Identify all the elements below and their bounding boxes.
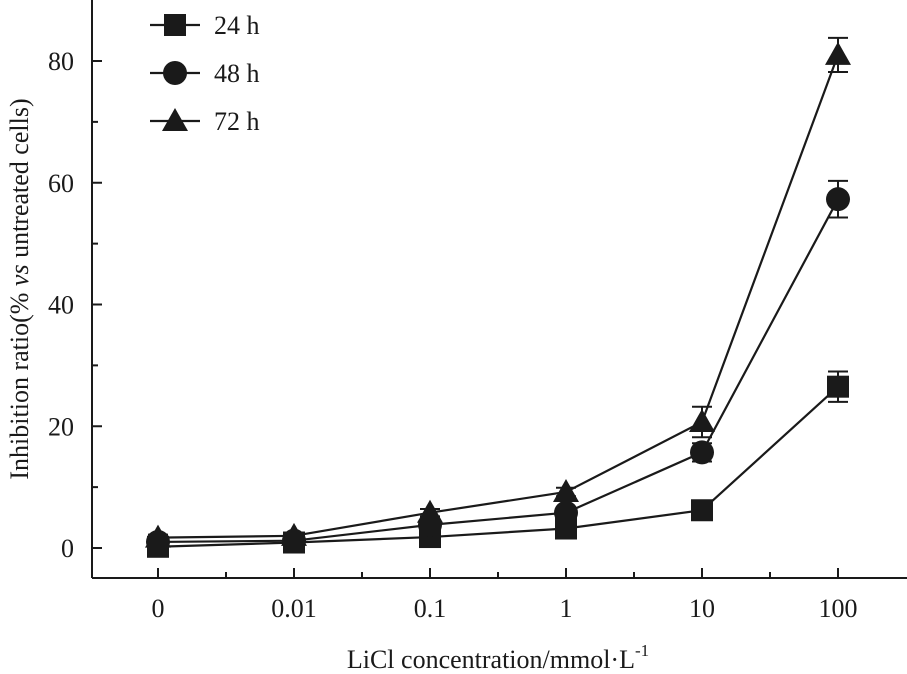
legend-label: 24 h xyxy=(214,11,260,40)
data-point xyxy=(553,478,579,502)
data-point xyxy=(417,499,443,523)
legend-item: 72 h xyxy=(150,107,260,136)
data-point xyxy=(690,440,714,465)
series-72h xyxy=(145,36,851,548)
data-point xyxy=(281,522,307,546)
series-48h xyxy=(146,179,850,554)
axes xyxy=(91,0,907,579)
legend-marker xyxy=(164,14,186,36)
legend-item: 24 h xyxy=(150,11,260,40)
y-tick-label: 60 xyxy=(48,169,74,198)
x-ticks: 0 0.01 0.1 1 10 100 xyxy=(152,568,858,623)
legend-item: 48 h xyxy=(150,59,260,88)
data-point xyxy=(691,499,713,522)
series-line xyxy=(157,54,840,539)
x-tick-label: 0.1 xyxy=(414,594,447,623)
legend-label: 48 h xyxy=(214,59,260,88)
x-tick-label: 1 xyxy=(560,594,573,623)
x-axis-title: LiCl concentration/mmol·L-1 xyxy=(347,641,649,674)
y-tick-label: 40 xyxy=(48,291,74,320)
series-line xyxy=(157,385,839,548)
x-tick-label: 100 xyxy=(819,594,858,623)
y-tick-label: 0 xyxy=(61,534,74,563)
data-point xyxy=(145,524,171,548)
legend-marker xyxy=(162,108,188,131)
legend-marker xyxy=(163,61,187,85)
legend-label: 72 h xyxy=(214,107,260,136)
data-point xyxy=(827,375,849,398)
series-line xyxy=(157,198,839,544)
series-24h xyxy=(147,370,849,558)
x-tick-label: 0 xyxy=(152,594,165,623)
y-ticks: 0 20 40 60 80 xyxy=(48,47,102,563)
data-point xyxy=(554,500,578,525)
x-tick-label: 10 xyxy=(689,594,715,623)
y-tick-label: 80 xyxy=(48,47,74,76)
data-point xyxy=(825,41,851,65)
series-layer xyxy=(145,36,851,558)
data-point xyxy=(689,408,715,432)
y-tick-label: 20 xyxy=(48,412,74,441)
x-tick-label: 0.01 xyxy=(271,594,317,623)
data-point xyxy=(826,187,850,212)
legend: 24 h 48 h 72 h xyxy=(150,11,260,136)
y-axis-title: Inhibition ratio(% vs untreated cells) xyxy=(5,98,34,479)
